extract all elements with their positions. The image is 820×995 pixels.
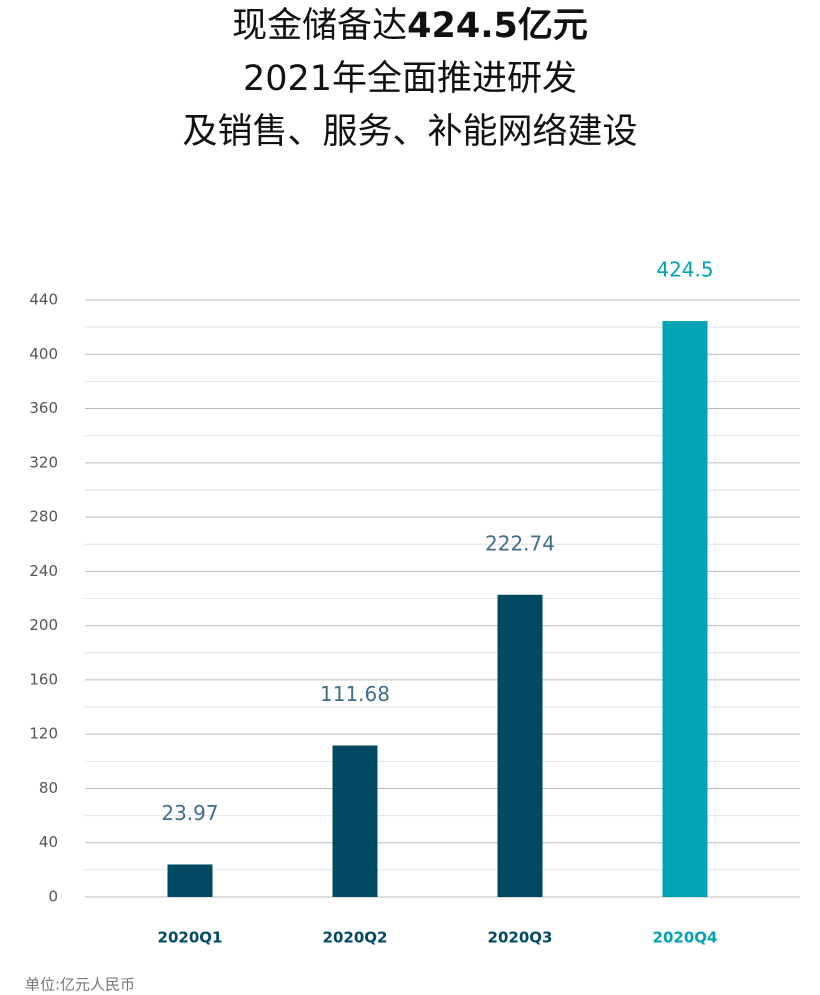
x-tick-label: 2020Q2 <box>323 929 388 947</box>
bar <box>497 594 543 897</box>
y-tick-label: 200 <box>29 616 58 634</box>
y-tick-label: 400 <box>29 345 58 363</box>
y-tick-label: 360 <box>29 399 58 417</box>
x-tick-label: 2020Q4 <box>653 929 718 947</box>
y-tick-label: 440 <box>29 291 58 309</box>
value-label: 222.74 <box>485 531 555 555</box>
y-tick-label: 80 <box>39 779 58 797</box>
y-tick-label: 280 <box>29 508 58 526</box>
y-tick-label: 320 <box>29 453 58 471</box>
title-part: 现金储备达 <box>232 6 407 46</box>
y-tick-label: 40 <box>39 833 58 851</box>
value-label: 424.5 <box>656 258 713 282</box>
bar <box>167 864 213 897</box>
x-tick-label: 2020Q3 <box>488 929 553 947</box>
value-label: 23.97 <box>161 801 218 825</box>
y-tick-label: 160 <box>29 670 58 688</box>
title-part: 424.5亿元 <box>407 6 588 46</box>
y-tick-label: 0 <box>48 888 58 906</box>
chart-title: 及销售、服务、补能网络建设 <box>182 112 637 152</box>
chart-title: 2021年全面推进研发 <box>243 59 577 99</box>
x-tick-label: 2020Q1 <box>158 929 223 947</box>
value-label: 111.68 <box>320 682 390 706</box>
chart-title: 现金储备达424.5亿元 <box>232 6 588 46</box>
y-tick-label: 120 <box>29 725 58 743</box>
footnote: 单位:亿元人民币 <box>25 976 135 994</box>
y-tick-label: 240 <box>29 562 58 580</box>
bar <box>662 321 708 898</box>
bar <box>332 745 378 897</box>
